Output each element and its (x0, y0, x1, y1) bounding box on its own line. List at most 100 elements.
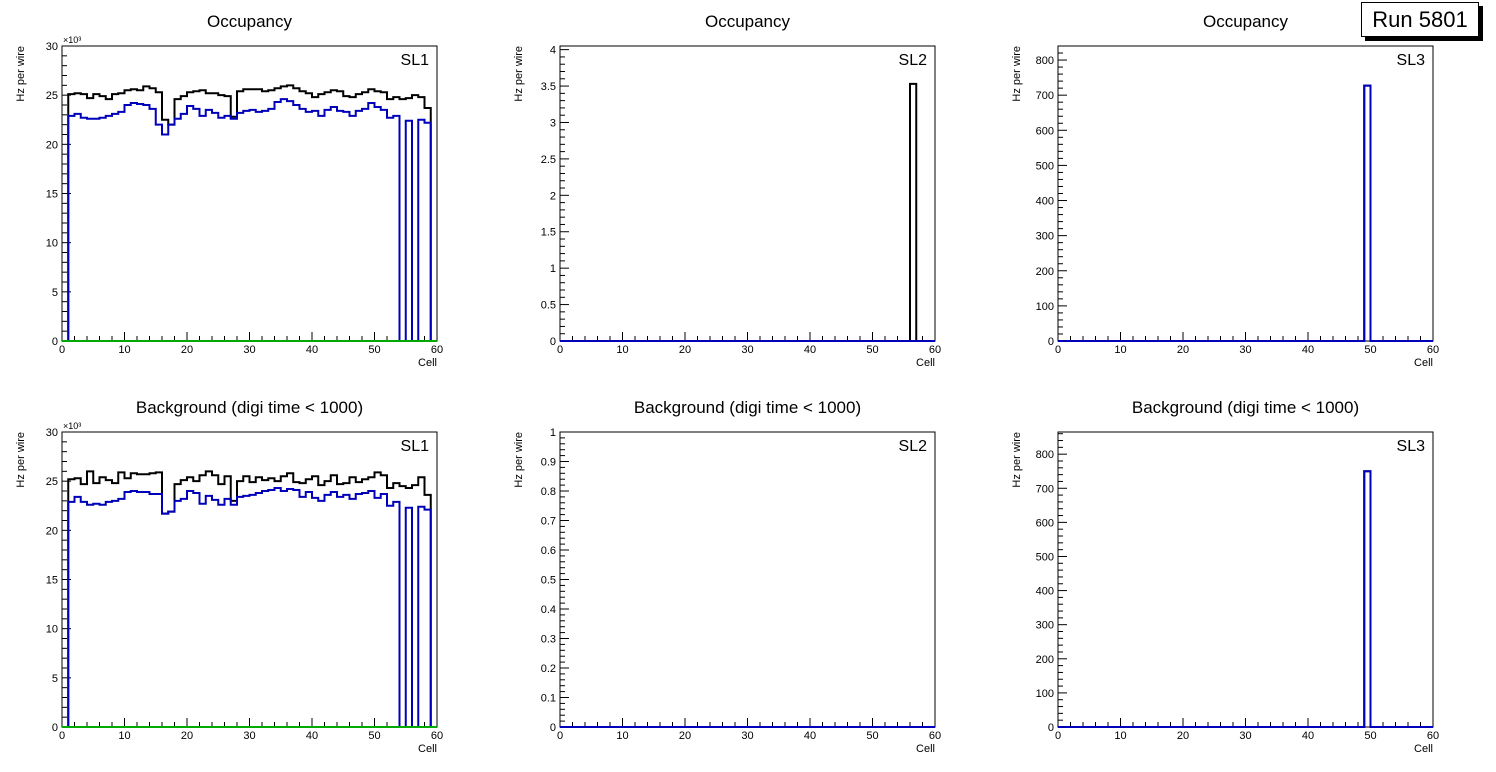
x-tick-label: 40 (804, 344, 816, 356)
superlayer-label: SL2 (899, 438, 928, 455)
superlayer-label: SL1 (401, 438, 430, 455)
y-tick-label: 0.7 (541, 516, 556, 528)
histogram-series-2 (62, 487, 437, 728)
x-tick-label: 50 (866, 730, 878, 742)
chart-panel-3: 0 10 20 30 40 50 600100200300400500600700800Oc… (1011, 12, 1439, 369)
y-tick-label: 800 (1036, 449, 1054, 461)
x-axis-label: Cell (1414, 357, 1433, 369)
y-tick-label: 0 (1048, 336, 1054, 348)
y-axis-label: Hz per wire (1011, 432, 1023, 488)
x-tick-label: 10 (118, 344, 130, 356)
histogram-series-1 (1058, 84, 1433, 342)
y-tick-label: 5 (52, 673, 58, 685)
x-tick-label: 50 (368, 344, 380, 356)
x-tick-label: 20 (679, 344, 691, 356)
y-tick-label: 0 (52, 336, 58, 348)
x-tick-label: 40 (1302, 344, 1314, 356)
y-tick-label: 15 (46, 575, 58, 587)
y-axis-label: Hz per wire (513, 46, 525, 102)
x-tick-label: 0 (1055, 344, 1061, 356)
x-tick-label: 20 (181, 730, 193, 742)
chart-title: Background (digi time < 1000) (634, 398, 861, 417)
y-axis-exponent: ×10³ (63, 35, 81, 45)
plot-frame (1057, 431, 1434, 728)
chart-title: Occupancy (207, 12, 293, 31)
y-axis-label: Hz per wire (1011, 46, 1023, 102)
x-tick-label: 30 (243, 344, 255, 356)
y-tick-label: 0 (1048, 722, 1054, 734)
x-tick-label: 30 (741, 730, 753, 742)
x-axis-label: Cell (916, 743, 935, 755)
y-tick-label: 0.5 (541, 300, 556, 312)
y-tick-label: 700 (1036, 483, 1054, 495)
y-tick-label: 0 (52, 722, 58, 734)
y-tick-label: 0 (550, 722, 556, 734)
y-tick-label: 25 (46, 476, 58, 488)
y-tick-label: 0.9 (541, 457, 556, 469)
superlayer-label: SL3 (1397, 52, 1426, 69)
plot-frame (559, 45, 936, 342)
y-tick-label: 30 (46, 41, 58, 53)
y-tick-label: 500 (1036, 551, 1054, 563)
y-tick-label: 200 (1036, 266, 1054, 278)
x-tick-label: 60 (1427, 344, 1439, 356)
x-tick-label: 20 (679, 730, 691, 742)
x-tick-label: 50 (1364, 730, 1376, 742)
y-tick-label: 20 (46, 139, 58, 151)
x-tick-label: 10 (616, 344, 628, 356)
x-tick-label: 30 (741, 344, 753, 356)
y-tick-label: 400 (1036, 586, 1054, 598)
y-tick-label: 3 (550, 117, 556, 129)
y-tick-label: 0.4 (541, 604, 556, 616)
x-tick-label: 40 (804, 730, 816, 742)
x-tick-label: 10 (118, 730, 130, 742)
chart-title: Background (digi time < 1000) (136, 398, 363, 417)
x-tick-label: 30 (243, 730, 255, 742)
x-tick-label: 50 (1364, 344, 1376, 356)
x-axis-label: Cell (1414, 743, 1433, 755)
y-tick-label: 600 (1036, 125, 1054, 137)
chart-panel-2: 0 10 20 30 40 50 60 0 0.5 1 1.5 2 2.5 3 3.5 4 Occupancy S… (513, 12, 941, 369)
y-tick-label: 15 (46, 189, 58, 201)
x-tick-label: 50 (368, 730, 380, 742)
y-tick-label: 0.6 (541, 545, 556, 557)
x-tick-label: 0 (557, 730, 563, 742)
x-tick-label: 0 (59, 344, 65, 356)
y-tick-label: 4 (550, 45, 556, 57)
y-tick-label: 0.2 (541, 663, 556, 675)
y-tick-label: 2.5 (541, 154, 556, 166)
x-tick-label: 40 (1302, 730, 1314, 742)
x-tick-label: 30 (1239, 730, 1251, 742)
y-tick-label: 10 (46, 238, 58, 250)
histogram-series-1 (560, 82, 935, 342)
y-tick-label: 20 (46, 525, 58, 537)
x-tick-label: 10 (1114, 730, 1126, 742)
y-axis-exponent: ×10³ (63, 421, 81, 431)
x-tick-label: 60 (1427, 730, 1439, 742)
y-tick-label: 30 (46, 427, 58, 439)
x-tick-label: 20 (181, 344, 193, 356)
x-tick-label: 40 (306, 344, 318, 356)
x-tick-label: 60 (431, 344, 443, 356)
chart-panel-5: 0 10 20 30 40 50 60 0 0.1 0.2 0.3 0.4 0.5 0.6 0.7 0.8 0.… (513, 398, 941, 755)
chart-title: Background (digi time < 1000) (1132, 398, 1359, 417)
histogram-series-1 (1058, 470, 1433, 728)
x-tick-label: 60 (929, 344, 941, 356)
superlayer-label: SL1 (401, 52, 430, 69)
x-tick-label: 20 (1177, 730, 1189, 742)
y-tick-label: 1 (550, 263, 556, 275)
chart-panel-6: 0 10 20 30 40 50 600100200300400500600700800Ba… (1011, 398, 1439, 755)
x-tick-label: 40 (306, 730, 318, 742)
chart-panel-4: 0 10 20 30 40 50 60 0 5 10 15 20 25 30 ×10³ Background … (15, 398, 443, 755)
y-tick-label: 2 (550, 190, 556, 202)
y-tick-label: 600 (1036, 517, 1054, 529)
x-tick-label: 60 (929, 730, 941, 742)
y-axis-label: Hz per wire (15, 46, 27, 102)
chart-title: Occupancy (1203, 12, 1289, 31)
y-tick-label: 0 (550, 336, 556, 348)
histogram-series-2 (1058, 470, 1433, 728)
histogram-series-1 (62, 84, 437, 342)
x-tick-label: 0 (59, 730, 65, 742)
plot-frame (1057, 45, 1434, 342)
